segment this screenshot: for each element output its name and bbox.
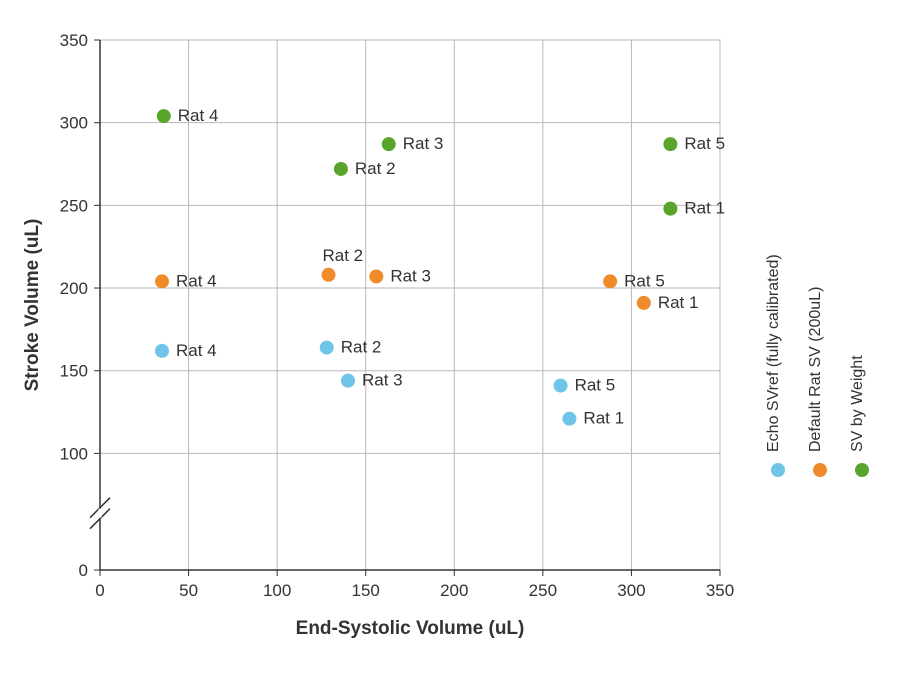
legend-marker — [855, 463, 869, 477]
data-point — [637, 296, 651, 310]
x-tick-label: 0 — [95, 581, 104, 600]
data-point — [562, 412, 576, 426]
data-point — [334, 162, 348, 176]
y-tick-label: 150 — [60, 362, 88, 381]
x-tick-label: 350 — [706, 581, 734, 600]
scatter-chart: 0 50 100 150 200 250 300 350 0 100 150 200 250 300 350… — [0, 0, 900, 686]
data-point — [320, 341, 334, 355]
y-axis-title: Stroke Volume (uL) — [22, 219, 43, 392]
data-point — [382, 137, 396, 151]
data-point — [369, 269, 383, 283]
legend-marker — [771, 463, 785, 477]
y-tick-label: 250 — [60, 196, 88, 215]
x-tick-label: 100 — [263, 581, 291, 600]
data-point — [157, 109, 171, 123]
data-point — [603, 274, 617, 288]
x-axis-title: End-Systolic Volume (uL) — [296, 618, 525, 639]
legend-label: Echo SVref (fully calibrated) — [765, 254, 782, 452]
data-point — [155, 274, 169, 288]
x-tick-label: 300 — [617, 581, 645, 600]
data-point — [322, 268, 336, 282]
data-point-label: Rat 4 — [178, 106, 219, 125]
x-tick-label: 250 — [529, 581, 557, 600]
data-point-label: Rat 4 — [176, 341, 217, 360]
data-point-label: Rat 1 — [658, 293, 699, 312]
data-point-label: Rat 1 — [684, 199, 725, 218]
data-point — [554, 379, 568, 393]
data-point — [341, 374, 355, 388]
y-tick-label: 300 — [60, 114, 88, 133]
y-tick-label: 0 — [79, 561, 88, 580]
data-point — [155, 344, 169, 358]
x-tick-label: 150 — [352, 581, 380, 600]
data-point — [663, 137, 677, 151]
data-point-label: Rat 3 — [362, 371, 403, 390]
data-point — [663, 202, 677, 216]
legend-label: Default Rat SV (200uL) — [807, 287, 824, 452]
data-point-label: Rat 1 — [583, 409, 624, 428]
y-tick-label: 200 — [60, 279, 88, 298]
legend-label: SV by Weight — [849, 355, 866, 452]
x-tick-label: 200 — [440, 581, 468, 600]
data-point-label: Rat 2 — [323, 246, 364, 265]
data-point-label: Rat 2 — [341, 338, 382, 357]
y-tick-label: 350 — [60, 31, 88, 50]
data-point-label: Rat 5 — [575, 376, 616, 395]
data-point-label: Rat 3 — [403, 134, 444, 153]
y-tick-label: 100 — [60, 444, 88, 463]
x-tick-label: 50 — [179, 581, 198, 600]
data-point-label: Rat 5 — [624, 271, 665, 290]
data-point-label: Rat 4 — [176, 271, 217, 290]
data-point-label: Rat 5 — [684, 134, 725, 153]
legend-marker — [813, 463, 827, 477]
data-point-label: Rat 3 — [390, 266, 431, 285]
data-point-label: Rat 2 — [355, 159, 396, 178]
